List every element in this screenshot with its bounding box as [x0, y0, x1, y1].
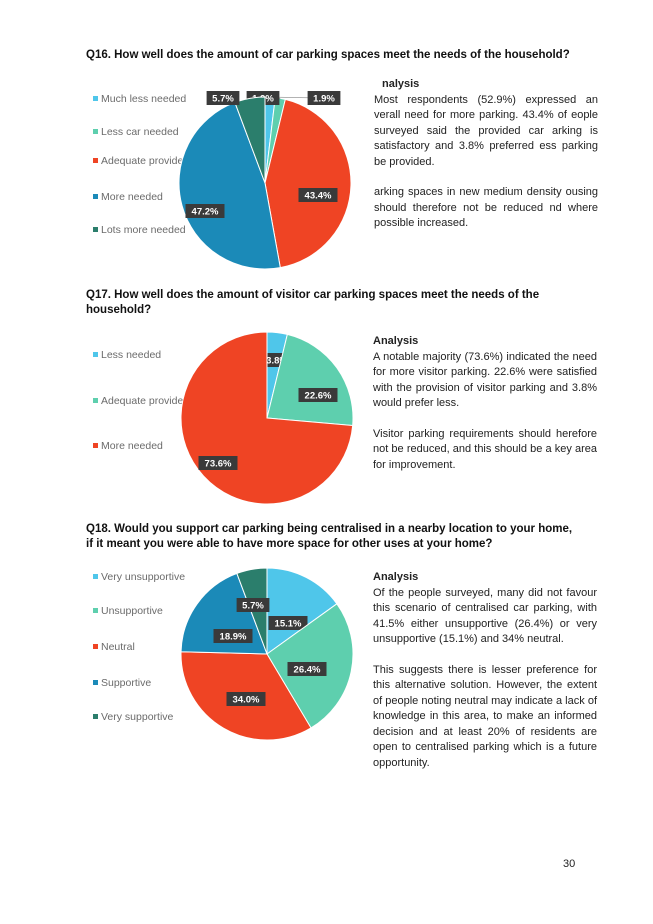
- q16-data-label-box-lots-more-needed: [206, 91, 240, 105]
- q18-legend-swatch-neutral: [93, 644, 98, 649]
- q17-data-label-box-adequate-provided: [298, 388, 338, 402]
- q18-analysis: Analysis Of the people surveyed, many di…: [373, 570, 597, 771]
- q17-legend-swatch-less-needed: [93, 352, 98, 357]
- q17-legend-swatch-adequate-provided: [93, 398, 98, 403]
- q16-legend-swatch-lots-more-needed: [93, 227, 98, 232]
- q18-legend-item-neutral: Neutral: [93, 641, 193, 653]
- q17-legend-label-more-needed: More needed: [101, 440, 163, 452]
- q17-title: Q17. How well does the amount of visitor…: [86, 289, 540, 316]
- q18-legend-swatch-very-supportive: [93, 714, 98, 719]
- q16-data-label-box-much-less-needed: [307, 91, 341, 105]
- q18-data-label-unsupportive: 26.4%: [294, 665, 321, 676]
- q18-legend-label-unsupportive: Unsupportive: [101, 605, 163, 617]
- q18-data-label-box-very-supportive: [236, 598, 270, 612]
- q16-data-label-adequate-provided: 43.4%: [305, 191, 332, 202]
- q17-analysis: Analysis A notable majority (73.6%) indi…: [373, 334, 597, 473]
- q16-title: Q16. How well does the amount of car par…: [86, 49, 570, 61]
- q17-slice-adequate-provided: [266, 333, 354, 427]
- q18-legend-swatch-supportive: [93, 680, 98, 685]
- q16-legend-label-less-car-needed: Less car needed: [101, 126, 179, 138]
- q17-analysis-heading: Analysis: [373, 335, 419, 347]
- q17-legend-item-more-needed: More needed: [93, 440, 193, 452]
- q17-data-label-more-needed: 73.6%: [205, 459, 232, 470]
- q18-data-label-supportive: 18.9%: [220, 632, 247, 643]
- q18-data-label-very-unsupportive: 15.1%: [275, 619, 302, 630]
- q16-data-label-much-less-needed: 1.9%: [313, 94, 335, 105]
- q16-data-label-box-adequate-provided: [298, 188, 338, 202]
- q16-legend-label-adequate-provided: Adequate provided: [101, 155, 190, 167]
- q16-legend-item-more-needed: More needed: [93, 191, 193, 203]
- q17-legend-label-less-needed: Less needed: [101, 349, 162, 361]
- q16-analysis-paragraph-1: Most respondents (52.9%) expressed an ve…: [374, 93, 598, 168]
- q18-analysis-heading: Analysis: [373, 571, 419, 583]
- q18-legend-item-unsupportive: Unsupportive: [93, 605, 193, 617]
- q16-analysis-paragraph-2: arking spaces in new medium density ousi…: [374, 186, 598, 229]
- q18-legend-item-very-supportive: Very supportive: [93, 711, 193, 723]
- q16-legend-swatch-less-car-needed: [93, 129, 98, 134]
- q18-pie-chart: 15.1% 26.4% 34.0% 18.9% 5.7%: [180, 567, 354, 741]
- q17-pie-chart: 3.8% 22.6% 73.6%: [180, 331, 354, 505]
- q16-legend-item-lots-more-needed: Lots more needed: [93, 224, 193, 236]
- q18-data-label-neutral: 34.0%: [233, 695, 260, 706]
- q18-legend-swatch-very-unsupportive: [93, 574, 98, 579]
- q16-analysis: nalysis Most respondents (52.9%) express…: [374, 77, 598, 232]
- q18-data-label-very-supportive: 5.7%: [242, 601, 264, 612]
- q16-legend-item-less-car-needed: Less car needed: [93, 126, 193, 138]
- q16-slice-adequate-provided: [264, 98, 352, 269]
- q17-data-label-box-more-needed: [198, 456, 238, 470]
- q16-legend-item-much-less-needed: Much less needed: [93, 93, 193, 105]
- q18-analysis-paragraph-1: Of the people surveyed, many did not fav…: [373, 586, 597, 646]
- q18-legend-item-supportive: Supportive: [93, 677, 193, 689]
- q17-legend-item-less-needed: Less needed: [93, 349, 193, 361]
- q16-pie-chart: 1.9%1.9%43.4%47.2%5.7%: [178, 91, 352, 270]
- q18-title: Q18. Would you support car parking being…: [86, 523, 573, 550]
- q16-data-label-box-more-needed: [185, 204, 225, 218]
- q17-legend-item-adequate-provided: Adequate provided: [93, 395, 193, 407]
- q16-legend-label-much-less-needed: Much less needed: [101, 93, 187, 105]
- q18-data-label-box-very-unsupportive: [268, 616, 308, 630]
- q18-legend-label-supportive: Supportive: [101, 677, 152, 689]
- q17-legend-label-adequate-provided: Adequate provided: [101, 395, 190, 407]
- q18-legend-label-neutral: Neutral: [101, 641, 135, 653]
- q16-legend-swatch-much-less-needed: [93, 96, 98, 101]
- q18-legend-label-very-unsupportive: Very unsupportive: [101, 571, 186, 583]
- q18-analysis-paragraph-2: This suggests there is lesser preference…: [373, 663, 597, 769]
- q16-legend-label-more-needed: More needed: [101, 191, 163, 203]
- q18-data-label-box-unsupportive: [287, 662, 327, 676]
- q16-slice-more-needed: [178, 101, 281, 270]
- q18-data-label-box-neutral: [226, 692, 266, 706]
- q16-data-label-lots-more-needed: 5.7%: [212, 94, 234, 105]
- q18-legend-label-very-supportive: Very supportive: [101, 711, 174, 723]
- q16-legend-swatch-more-needed: [93, 194, 98, 199]
- q17-legend-swatch-more-needed: [93, 443, 98, 448]
- q17-analysis-paragraph-2: Visitor parking requirements should here…: [373, 427, 597, 471]
- q17-analysis-paragraph-1: A notable majority (73.6%) indicated the…: [373, 350, 597, 410]
- q18-legend-swatch-unsupportive: [93, 608, 98, 613]
- q16-data-label-more-needed: 47.2%: [192, 207, 219, 218]
- q16-legend-label-lots-more-needed: Lots more needed: [101, 224, 186, 236]
- q18-slice-very-unsupportive: [266, 567, 338, 655]
- q18-legend-item-very-unsupportive: Very unsupportive: [93, 571, 193, 583]
- q17-data-label-less-needed: 3.8%: [266, 356, 288, 367]
- q18-data-label-box-supportive: [213, 629, 253, 643]
- page-number: 30: [563, 858, 576, 870]
- q16-analysis-heading: nalysis: [382, 78, 420, 90]
- q16-legend-swatch-adequate-provided: [93, 158, 98, 163]
- q16-legend-item-adequate-provided: Adequate provided: [93, 155, 193, 167]
- q17-data-label-adequate-provided: 22.6%: [305, 391, 332, 402]
